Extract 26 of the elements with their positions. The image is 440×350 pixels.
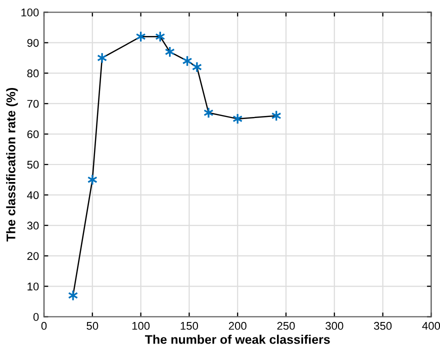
y-tick-label: 10 (28, 282, 39, 290)
y-tick-label: 80 (27, 69, 39, 78)
x-tick-label: 400 (422, 322, 440, 330)
x-tick-label: 300 (326, 322, 344, 330)
point (68, 290, 78, 302)
x-axis-title: The number of weak classifiers (145, 334, 330, 344)
point (192, 61, 202, 73)
y-axis-title: The classification rate (%) (6, 88, 18, 242)
y-tick-label: 0 (33, 313, 39, 321)
y-tick-label: 90 (27, 38, 39, 47)
x-tick-label: 100 (132, 322, 150, 330)
y-tick-label: 30 (27, 222, 39, 230)
y-tick-label: 70 (27, 100, 39, 108)
y-tick-label: 60 (27, 130, 39, 138)
y-tick-label: 50 (27, 160, 39, 169)
x-tick-label: 250 (277, 322, 295, 330)
x-tick-label: 200 (228, 322, 246, 330)
y-tick-label: 40 (27, 191, 39, 200)
x-tick-label: 150 (180, 322, 198, 330)
point (97, 52, 108, 64)
y-tick-label: 100 (21, 8, 39, 16)
x-tick-label: 0 (41, 322, 47, 330)
y-tick-label: 20 (27, 252, 39, 260)
x-tick-label: 350 (374, 322, 392, 330)
point (204, 107, 214, 118)
x-tick-label: 50 (86, 322, 98, 330)
